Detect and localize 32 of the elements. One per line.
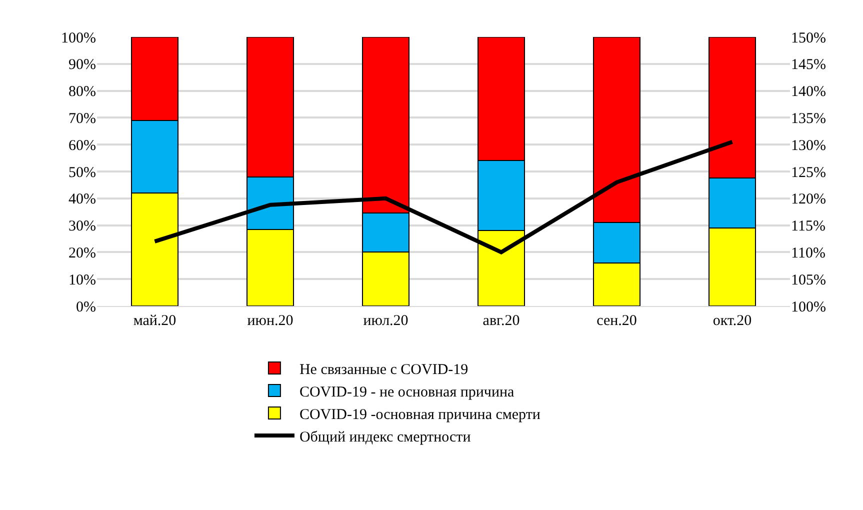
y-tick-label: 70% (68, 110, 96, 127)
y-tick-label: 30% (68, 218, 96, 235)
y2-tick-label: 125% (791, 164, 826, 181)
y2-tick-label: 140% (791, 84, 826, 100)
y-tick-label: 0% (76, 299, 96, 316)
x-tick-label: окт.20 (712, 313, 752, 329)
x-tick-label: авг.20 (482, 313, 520, 329)
y2-tick-label: 115% (791, 218, 826, 235)
legend-label: Общий индекс смертности (299, 429, 471, 446)
y-tick-label: 90% (68, 57, 96, 74)
y2-tick-label: 100% (791, 299, 826, 316)
y2-tick-label: 145% (791, 57, 826, 74)
x-tick-label: июл.20 (363, 313, 408, 329)
y-tick-label: 60% (68, 138, 96, 154)
legend-label: COVID-19 - не основная причина (299, 384, 515, 400)
y2-tick-label: 120% (791, 192, 826, 208)
y-tick-label: 80% (68, 84, 96, 100)
legend-label: Не связанные с COVID-19 (299, 362, 468, 378)
y-tick-label: 10% (68, 272, 96, 288)
y2-tick-label: 135% (791, 110, 826, 127)
y-tick-label: 20% (68, 245, 96, 262)
y-tick-label: 50% (68, 164, 96, 181)
y2-tick-label: 150% (791, 30, 826, 46)
x-tick-label: май.20 (133, 313, 176, 329)
x-tick-label: июн.20 (247, 313, 294, 329)
x-tick-label: сен.20 (596, 313, 637, 329)
y-tick-label: 100% (61, 30, 96, 46)
legend-label: COVID-19 -основная причина смерти (299, 406, 540, 423)
y2-tick-label: 130% (791, 138, 826, 154)
y2-tick-label: 110% (791, 245, 826, 262)
y-tick-label: 40% (68, 192, 96, 208)
y2-tick-label: 105% (791, 272, 826, 288)
